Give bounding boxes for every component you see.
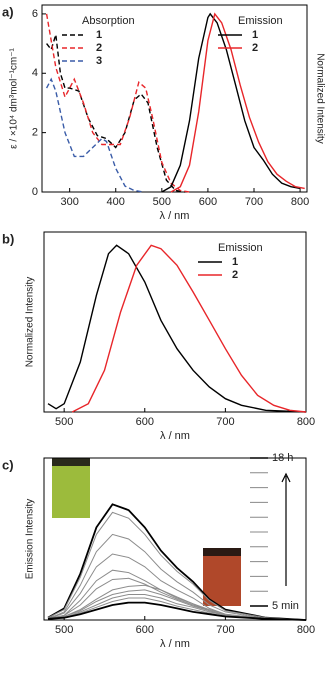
vial-red	[203, 548, 241, 606]
legend-label: 1	[96, 29, 102, 41]
series-line	[47, 577, 307, 621]
x-tick-label: 700	[216, 624, 234, 636]
x-tick-label: 500	[55, 624, 73, 636]
y-axis-title: Emission Intensity	[25, 499, 36, 580]
legend-title: Absorption	[82, 15, 135, 27]
scale-label: 5 min	[272, 600, 299, 612]
series-line	[47, 584, 307, 621]
plot-frame	[41, 4, 308, 193]
x-tick-label: 800	[297, 416, 315, 428]
x-tick-label: 600	[199, 196, 217, 208]
vial-cap	[52, 458, 90, 466]
y-tick-label: 6	[32, 8, 38, 20]
series-line	[45, 13, 190, 193]
x-tick-label: 600	[136, 416, 154, 428]
x-tick-label: 700	[245, 196, 263, 208]
x-axis-title: λ / nm	[160, 638, 190, 650]
y2-axis-title: Normalized Intensity	[314, 53, 325, 144]
series-line	[47, 503, 307, 621]
series-line	[161, 12, 301, 193]
panel-label: b)	[2, 231, 14, 246]
series-line	[47, 244, 307, 413]
series-line	[170, 12, 305, 193]
x-tick-label: 300	[60, 196, 78, 208]
y-tick-label: 4	[32, 67, 38, 79]
x-tick-label: 600	[136, 624, 154, 636]
legend-title: Emission	[218, 242, 263, 254]
series-line	[47, 553, 307, 621]
scale-arrowhead	[281, 472, 291, 483]
y-axis-title: Normalized Intensity	[25, 277, 36, 368]
legend-label: 1	[232, 256, 238, 268]
x-tick-label: 500	[153, 196, 171, 208]
series-line	[71, 244, 307, 413]
x-tick-label: 400	[107, 196, 125, 208]
legend-label: 2	[96, 42, 102, 54]
series-line	[47, 601, 307, 621]
series-line	[47, 533, 307, 621]
vial-cap	[203, 548, 241, 556]
y-tick-label: 0	[32, 186, 38, 198]
series-line	[45, 77, 144, 193]
scale-label: 18 h	[272, 452, 293, 464]
legend-label: 3	[96, 55, 102, 67]
plot-frame	[43, 231, 307, 413]
legend-title: Emission	[238, 15, 283, 27]
y-tick-label: 2	[32, 127, 38, 139]
series-line	[46, 34, 186, 193]
vial-green	[52, 458, 90, 518]
panel-label: c)	[2, 457, 14, 472]
legend-label: 2	[252, 42, 258, 54]
x-tick-label: 800	[297, 624, 315, 636]
y-axis-title: ε / ×10⁴ dm³mol⁻¹cm⁻¹	[9, 47, 20, 148]
x-axis-title: λ / nm	[160, 430, 190, 442]
series-line	[47, 594, 307, 621]
x-tick-label: 700	[216, 416, 234, 428]
x-tick-label: 500	[55, 416, 73, 428]
plot-frame	[43, 457, 307, 621]
x-tick-label: 800	[291, 196, 309, 208]
x-axis-title: λ / nm	[160, 210, 190, 222]
legend-label: 1	[252, 29, 258, 41]
panel-label: a)	[2, 4, 14, 19]
legend-label: 2	[232, 269, 238, 281]
series-line	[47, 511, 307, 621]
